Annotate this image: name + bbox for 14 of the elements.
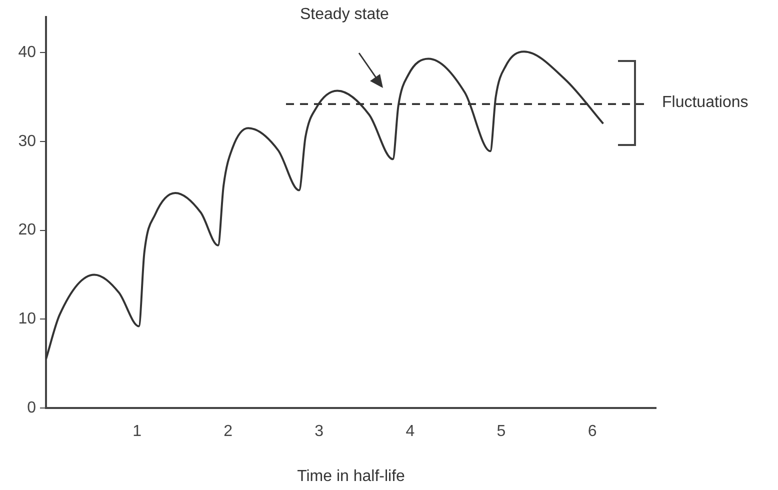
x-tick-label: 5 [496, 423, 506, 440]
x-tick-label: 2 [224, 423, 233, 440]
text: Fluctuations [662, 94, 748, 112]
y-tick-label: 0 [27, 399, 36, 416]
x-axis-title: Time in half-life [297, 468, 406, 485]
y-tick-label: 20 [18, 222, 36, 239]
x-tick-label: 6 [588, 423, 597, 440]
x-tick-label: 3 [314, 423, 324, 440]
x-tick-label: 4 [406, 423, 415, 440]
y-tick-label: 30 [18, 132, 36, 150]
y-tick-label: 40 [18, 44, 36, 61]
y-tick-label: 10 [18, 310, 36, 328]
x-tick-label: 1 [132, 423, 142, 440]
annotation: Steady state [300, 6, 389, 24]
